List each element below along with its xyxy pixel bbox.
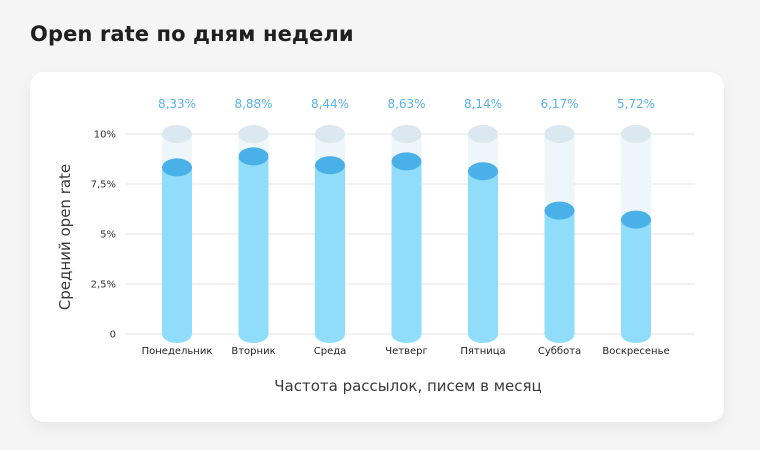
x-category-label: Вторник [231,346,275,357]
bar-track-cap [544,125,575,143]
y-tick-label: 10% [94,130,116,141]
bar [315,165,345,334]
y-tick-label: 0 [110,330,116,341]
data-label: 5,72% [617,97,655,111]
chart-card: 0 2,5% 5% 7,5% 10% Понедельник Вторник Среда Че… [30,72,724,422]
bar [544,210,575,334]
bar-group [391,125,422,343]
bar [162,167,192,334]
bar-group [468,125,498,343]
bar-group [238,125,269,343]
bar-top-cap [162,158,192,177]
x-category-label: Суббота [538,346,581,357]
bar-chart: 0 2,5% 5% 7,5% 10% Понедельник Вторник Среда Че… [56,97,695,395]
y-axis-title: Средний open rate [56,164,74,310]
bar-top-cap [468,162,498,181]
y-tick-label: 2,5% [91,280,116,291]
y-tick-label: 7,5% [91,180,116,191]
value-labels: 8,33% 8,88% 8,44% 8,63% 8,14% 6,17% 5,72% [158,97,655,111]
bar-bottom-cap [315,325,345,343]
bar-bottom-cap [238,325,269,343]
bar-track-cap [468,125,498,143]
data-label: 8,33% [158,97,196,111]
bar-track-cap [238,125,269,143]
bar-bottom-cap [468,325,498,343]
bar-top-cap [238,147,269,166]
bar-group [315,125,345,343]
bar-group [544,125,575,343]
y-axis-ticks: 0 2,5% 5% 7,5% 10% [91,130,116,341]
bar-bottom-cap [544,325,575,343]
x-category-label: Воскресенье [602,346,669,357]
data-label: 6,17% [540,97,578,111]
x-axis-title: Частота рассылок, писем в месяц [274,377,542,395]
bar-track-cap [162,125,192,143]
bar-bottom-cap [621,325,651,343]
bar-top-cap [621,210,651,229]
bar-track-cap [315,125,345,143]
bar [468,171,498,334]
bar [238,156,269,334]
bar-track-cap [391,125,422,143]
bar [621,219,651,334]
data-label: 8,63% [387,97,425,111]
x-axis-categories: Понедельник Вторник Среда Четверг Пятница Суб… [142,346,670,357]
page-title: Open rate по дням недели [30,22,354,46]
y-tick-label: 5% [100,230,116,241]
bar-track-cap [621,125,651,143]
bar-group [621,125,651,343]
data-label: 8,14% [464,97,502,111]
x-category-label: Понедельник [142,346,213,357]
bars [162,125,651,343]
bar-bottom-cap [391,325,422,343]
x-category-label: Пятница [460,346,505,357]
bar [391,161,422,334]
bar-group [162,125,192,343]
x-category-label: Среда [314,346,347,357]
bar-top-cap [391,152,422,171]
bar-bottom-cap [162,325,192,343]
data-label: 8,44% [311,97,349,111]
data-label: 8,88% [234,97,272,111]
bar-top-cap [315,156,345,175]
bar-top-cap [544,201,575,220]
x-category-label: Четверг [385,346,427,357]
